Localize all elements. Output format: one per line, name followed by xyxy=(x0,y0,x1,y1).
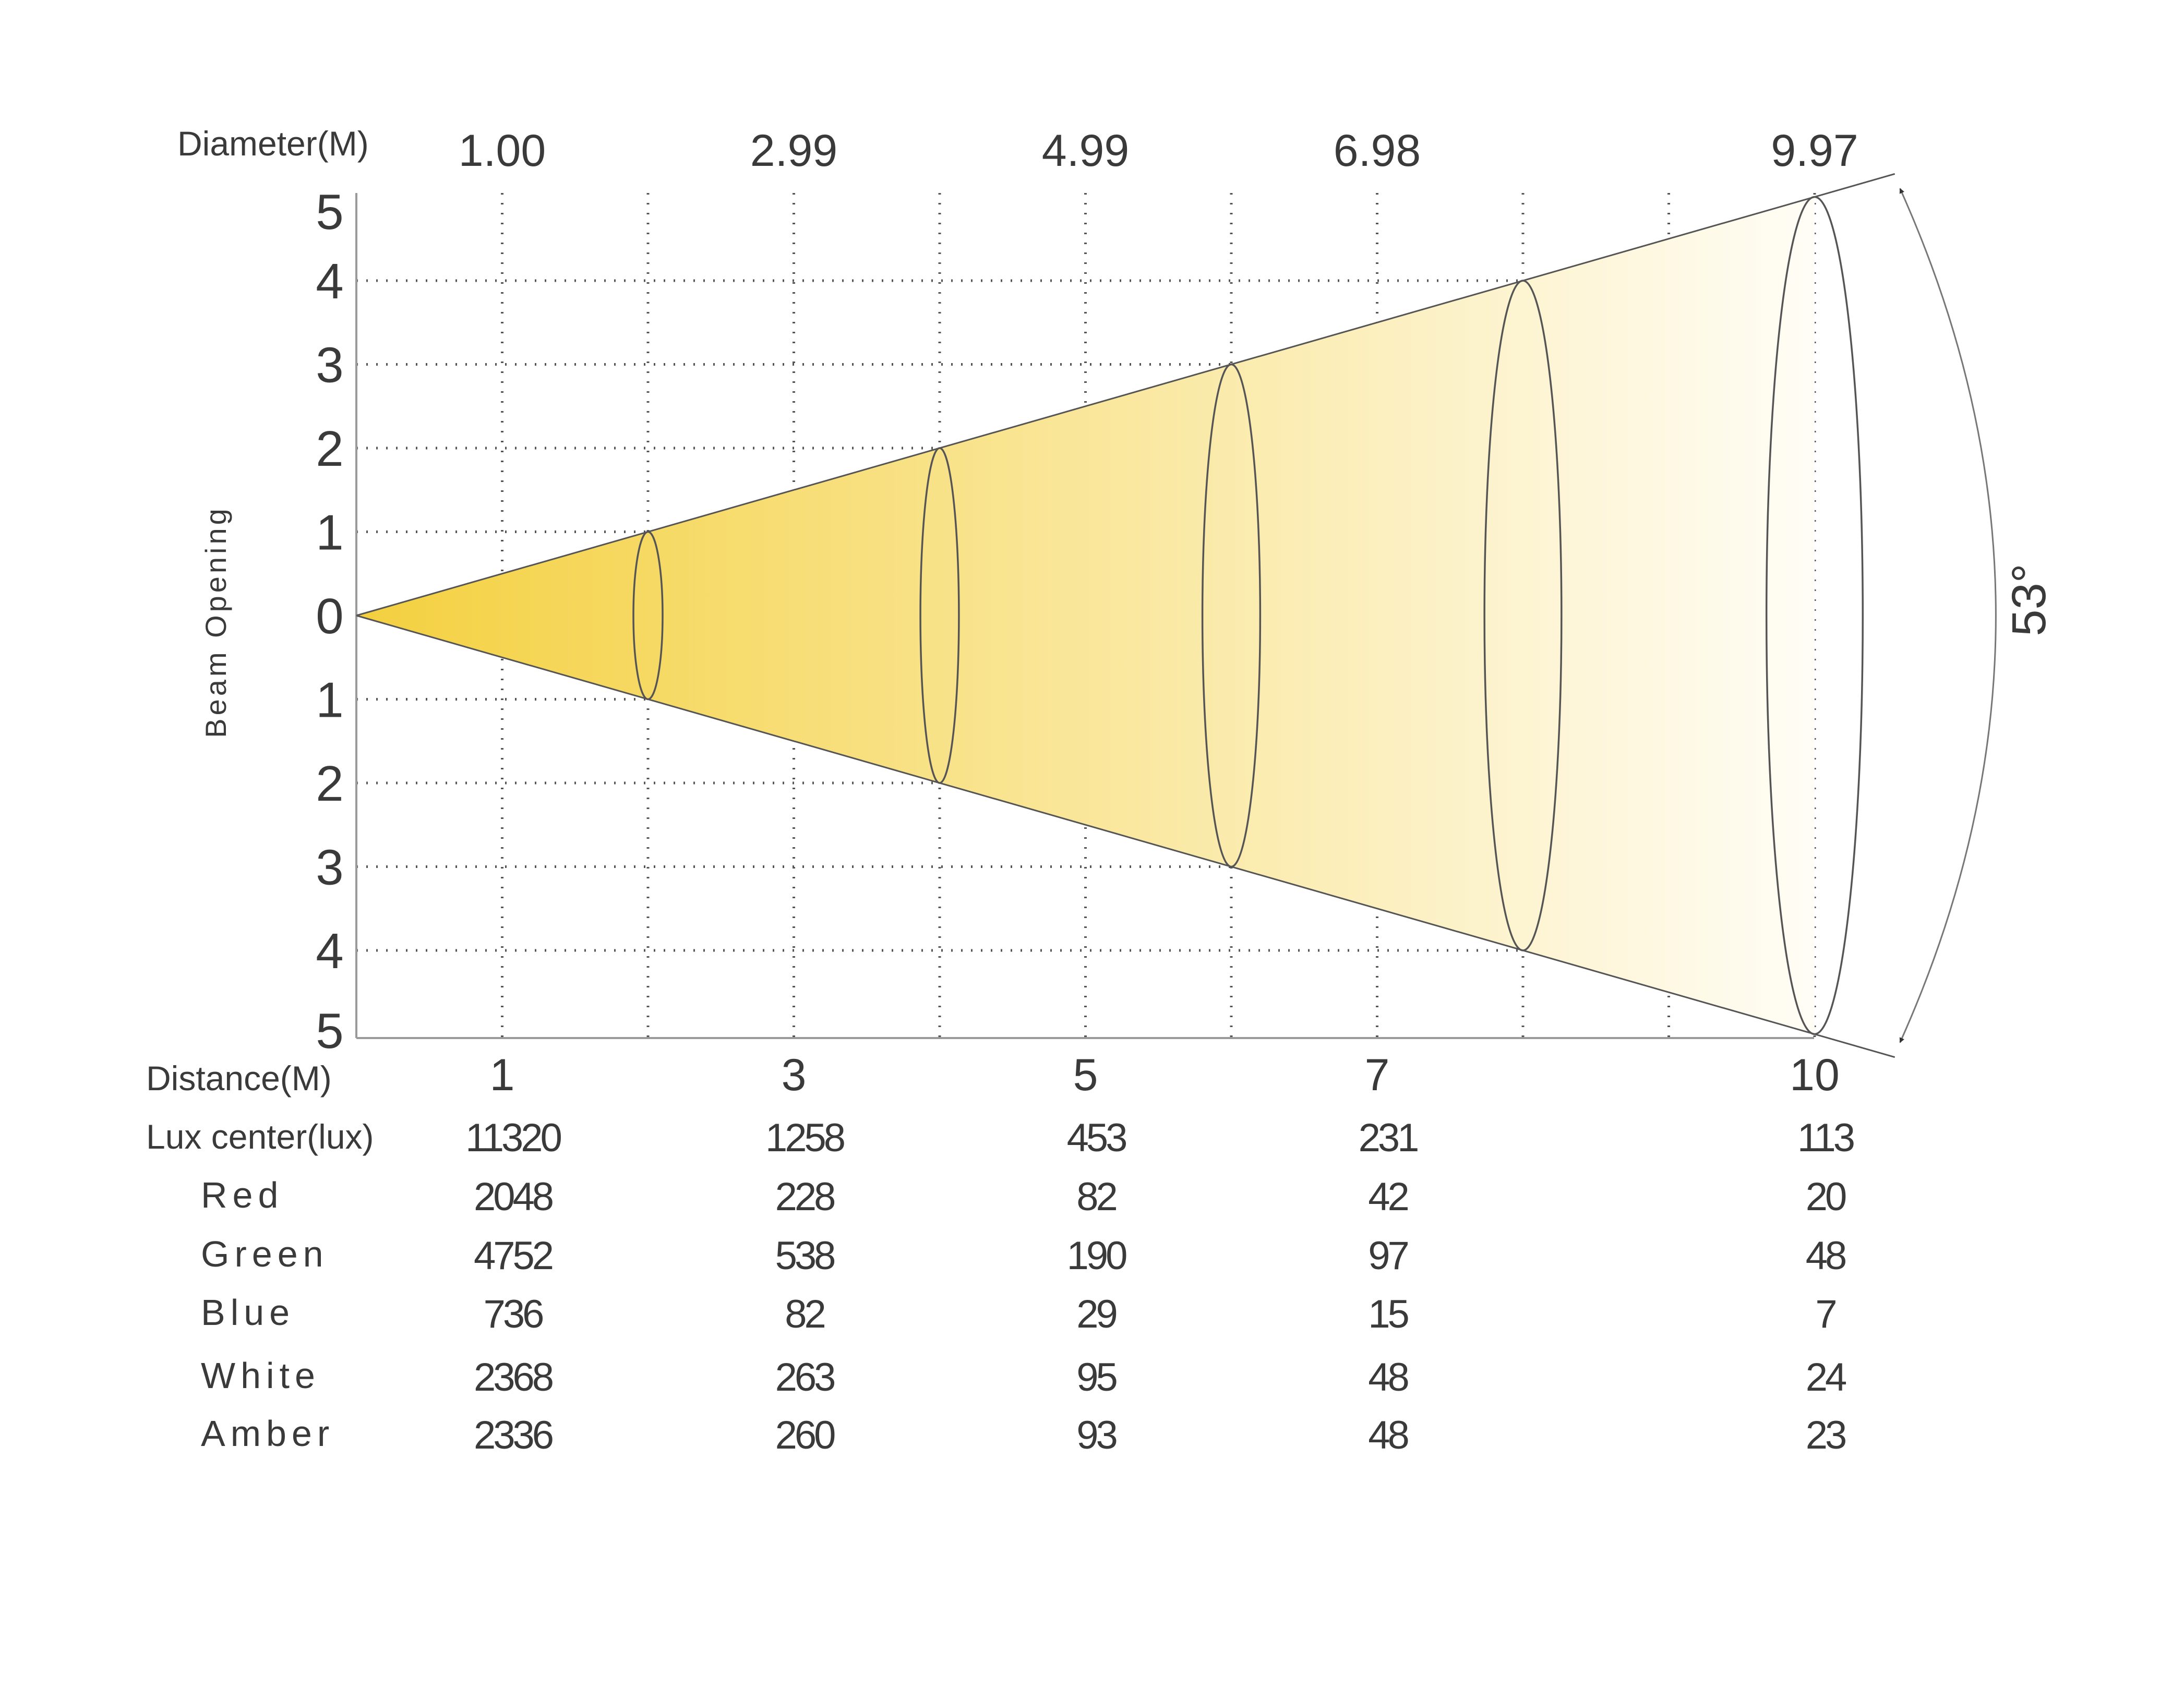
table-cell: 231 xyxy=(1359,1116,1418,1160)
y-tick-label: 1 xyxy=(316,672,343,728)
table-cell: 48 xyxy=(1368,1355,1408,1400)
distance-tick-label: 5 xyxy=(1073,1050,1098,1100)
beam-cone xyxy=(356,197,1815,1034)
beam-angle-label: 53° xyxy=(2002,563,2056,636)
table-cell: 97 xyxy=(1368,1234,1408,1278)
beam-edge-top xyxy=(356,173,1895,617)
diameter-tick-label: 2.99 xyxy=(750,126,837,176)
table-cell: 23 xyxy=(1806,1413,1845,1457)
table-cell: 263 xyxy=(775,1355,835,1400)
table-cell: 29 xyxy=(1076,1292,1116,1336)
row-label-green: Green xyxy=(201,1234,329,1274)
lux-center-label: Lux center(lux) xyxy=(146,1117,374,1156)
distance-tick-label: 7 xyxy=(1365,1050,1390,1100)
table-cell: 7 xyxy=(1815,1292,1835,1336)
table-cell: 4752 xyxy=(474,1234,553,1278)
row-label-white: White xyxy=(201,1355,320,1396)
y-tick-label: 2 xyxy=(316,421,343,477)
table-cell: 2048 xyxy=(474,1175,553,1219)
table-cell: 453 xyxy=(1067,1116,1126,1160)
beam-angle-arc xyxy=(1899,188,1997,1043)
y-tick-label: 4 xyxy=(316,923,343,979)
table-cell: 260 xyxy=(775,1413,835,1457)
y-tick-label: 3 xyxy=(316,337,343,393)
diameter-tick-label: 1.00 xyxy=(459,126,546,176)
diameter-tick-label: 9.97 xyxy=(1771,126,1858,176)
table-cell: 190 xyxy=(1067,1234,1127,1278)
distance-label: Distance(M) xyxy=(146,1059,332,1098)
table-cell: 2368 xyxy=(474,1355,553,1400)
table-cell: 24 xyxy=(1806,1355,1846,1400)
table-cell: 42 xyxy=(1368,1175,1408,1219)
table-cell: 95 xyxy=(1076,1355,1117,1400)
diameter-tick-label: 4.99 xyxy=(1042,126,1129,176)
y-tick-label: 1 xyxy=(316,505,343,561)
table-cell: 48 xyxy=(1806,1234,1845,1278)
row-label-amber: Amber xyxy=(201,1413,334,1454)
table-cell: 1258 xyxy=(765,1116,844,1160)
distance-tick-label: 10 xyxy=(1790,1050,1840,1100)
table-cell: 228 xyxy=(775,1175,835,1219)
table-cell: 93 xyxy=(1076,1413,1116,1457)
y-tick-label: 2 xyxy=(316,756,343,812)
y-tick-label: 3 xyxy=(316,840,343,896)
beam-edge-bottom xyxy=(356,614,1895,1058)
y-tick-label: 5 xyxy=(316,1003,343,1059)
row-label-blue: Blue xyxy=(201,1292,295,1333)
y-axis-label: Beam Opening xyxy=(199,505,232,738)
table-cell: 11320 xyxy=(465,1116,561,1160)
row-label-red: Red xyxy=(201,1175,283,1215)
diameter-label: Diameter(M) xyxy=(177,124,369,163)
table-cell: 538 xyxy=(775,1234,835,1278)
table-cell: 82 xyxy=(1076,1175,1116,1219)
y-tick-label: 5 xyxy=(316,184,343,240)
table-cell: 82 xyxy=(785,1292,824,1336)
distance-tick-label: 1 xyxy=(490,1050,515,1100)
y-tick-label: 4 xyxy=(316,254,343,309)
table-cell: 48 xyxy=(1368,1413,1408,1457)
distance-tick-label: 3 xyxy=(782,1050,807,1100)
table-cell: 736 xyxy=(484,1292,543,1336)
y-tick-label: 0 xyxy=(316,588,343,644)
table-cell: 15 xyxy=(1368,1292,1408,1336)
table-cell: 2336 xyxy=(474,1413,553,1457)
table-cell: 20 xyxy=(1806,1175,1846,1219)
table-cell: 113 xyxy=(1797,1116,1854,1160)
diameter-tick-label: 6.98 xyxy=(1334,126,1421,176)
